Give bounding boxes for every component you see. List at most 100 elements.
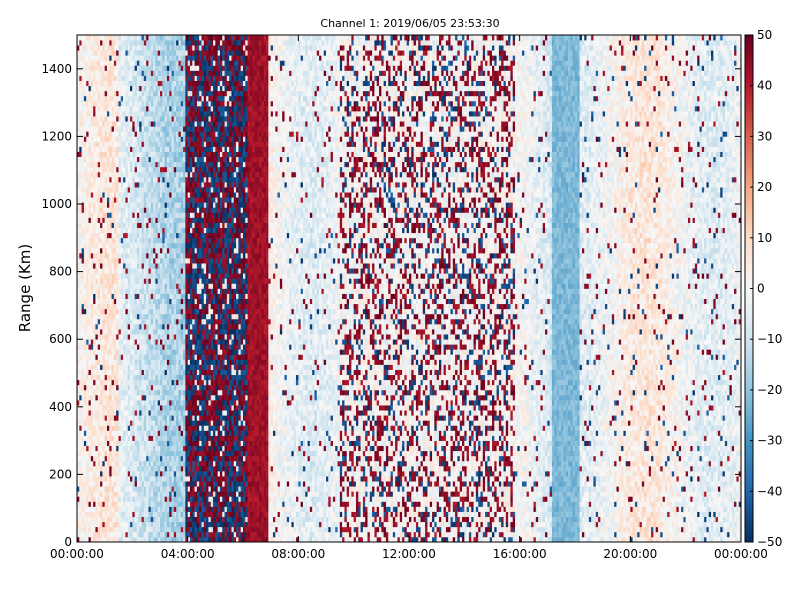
heatmap-cell bbox=[97, 283, 101, 289]
heatmap-cell bbox=[132, 232, 135, 239]
heatmap-cell bbox=[127, 176, 131, 183]
heatmap-cell bbox=[83, 349, 87, 355]
heatmap-cell bbox=[109, 166, 112, 173]
heatmap-cell bbox=[123, 460, 126, 467]
heatmap-cell bbox=[125, 95, 129, 102]
heatmap-cell bbox=[113, 471, 117, 477]
heatmap-cell bbox=[150, 247, 154, 254]
heatmap-cell bbox=[141, 308, 145, 315]
heatmap-cell bbox=[169, 116, 172, 122]
heatmap-cell bbox=[180, 511, 184, 517]
heatmap-cell bbox=[155, 329, 159, 335]
heatmap-cell bbox=[93, 50, 96, 56]
heatmap-cell bbox=[185, 410, 189, 416]
heatmap-cell bbox=[183, 394, 186, 401]
heatmap-cell bbox=[134, 384, 138, 391]
heatmap-cell bbox=[83, 116, 87, 122]
heatmap-cell bbox=[118, 318, 122, 325]
heatmap-cell bbox=[171, 425, 175, 431]
heatmap-cell bbox=[134, 278, 138, 284]
heatmap-cell bbox=[104, 359, 108, 365]
heatmap-cell bbox=[166, 161, 170, 168]
heatmap-cell bbox=[88, 496, 92, 502]
heatmap-cell bbox=[173, 405, 177, 411]
heatmap-cell bbox=[111, 45, 115, 51]
heatmap-cell bbox=[104, 465, 108, 472]
heatmap-cell bbox=[178, 121, 182, 127]
heatmap-cell bbox=[164, 263, 168, 269]
heatmap-cell bbox=[120, 202, 124, 208]
heatmap-cell bbox=[157, 526, 161, 533]
heatmap-cell bbox=[146, 247, 149, 254]
heatmap-cell bbox=[116, 288, 119, 294]
heatmap-cell bbox=[109, 283, 112, 289]
heatmap-cell bbox=[141, 435, 145, 441]
heatmap-cell bbox=[111, 136, 115, 142]
heatmap-cell bbox=[81, 146, 85, 152]
heatmap-cell bbox=[146, 45, 149, 51]
heatmap-cell bbox=[136, 263, 140, 269]
heatmap-cell bbox=[189, 278, 193, 284]
heatmap-cell bbox=[111, 171, 115, 178]
heatmap-cell bbox=[95, 349, 99, 355]
heatmap-cell bbox=[77, 394, 80, 401]
heatmap-cell bbox=[111, 344, 115, 350]
heatmap-cell bbox=[189, 283, 193, 289]
heatmap-cell bbox=[153, 131, 156, 137]
heatmap-cell bbox=[148, 126, 152, 132]
heatmap-cell bbox=[189, 171, 193, 178]
heatmap-cell bbox=[148, 253, 152, 259]
heatmap-cell bbox=[93, 151, 96, 158]
heatmap-cell bbox=[83, 40, 87, 46]
heatmap-cell bbox=[162, 95, 165, 102]
heatmap-cell bbox=[83, 278, 87, 284]
heatmap-cell bbox=[104, 90, 108, 97]
heatmap-cell bbox=[187, 486, 191, 492]
heatmap-cell bbox=[79, 258, 82, 264]
heatmap-cell bbox=[187, 176, 191, 183]
heatmap-cell bbox=[118, 65, 122, 71]
heatmap-cell bbox=[90, 410, 94, 416]
heatmap-cell bbox=[183, 85, 186, 92]
heatmap-cell bbox=[178, 283, 182, 289]
heatmap-cell bbox=[141, 258, 145, 264]
heatmap-cell bbox=[113, 486, 117, 492]
heatmap-cell bbox=[157, 202, 161, 208]
heatmap-cell bbox=[136, 435, 140, 441]
heatmap-cell bbox=[189, 531, 193, 538]
heatmap-cell bbox=[83, 303, 87, 310]
heatmap-cell bbox=[106, 298, 110, 305]
heatmap-cell bbox=[173, 55, 177, 61]
heatmap-cell bbox=[97, 45, 101, 51]
heatmap-cell bbox=[183, 506, 186, 512]
heatmap-cell bbox=[106, 425, 110, 431]
heatmap-cell bbox=[113, 207, 117, 213]
heatmap-cell bbox=[132, 415, 135, 421]
heatmap-cell bbox=[189, 516, 193, 523]
heatmap-cell bbox=[93, 227, 96, 234]
heatmap-cell bbox=[104, 511, 108, 517]
heatmap-cell bbox=[139, 496, 142, 502]
heatmap-cell bbox=[93, 222, 96, 229]
heatmap-cell bbox=[86, 146, 89, 152]
heatmap-cell bbox=[90, 227, 94, 234]
heatmap-cell bbox=[134, 222, 138, 229]
heatmap-cell bbox=[189, 237, 193, 244]
heatmap-cell bbox=[123, 531, 126, 538]
heatmap-cell bbox=[106, 70, 110, 76]
heatmap-cell bbox=[162, 35, 165, 41]
heatmap-cell bbox=[79, 116, 82, 122]
heatmap-cell bbox=[164, 531, 168, 538]
heatmap-cell bbox=[88, 75, 92, 81]
heatmap-cell bbox=[132, 171, 135, 178]
heatmap-cell bbox=[130, 273, 133, 279]
heatmap-cell bbox=[157, 121, 161, 127]
heatmap-cell bbox=[118, 141, 122, 147]
heatmap-cell bbox=[123, 481, 126, 487]
heatmap-cell bbox=[83, 400, 87, 406]
heatmap-cell bbox=[109, 116, 112, 122]
heatmap-cell bbox=[173, 273, 177, 279]
heatmap-cell bbox=[130, 420, 133, 426]
heatmap-cell bbox=[185, 298, 189, 305]
heatmap-cell bbox=[189, 202, 193, 208]
